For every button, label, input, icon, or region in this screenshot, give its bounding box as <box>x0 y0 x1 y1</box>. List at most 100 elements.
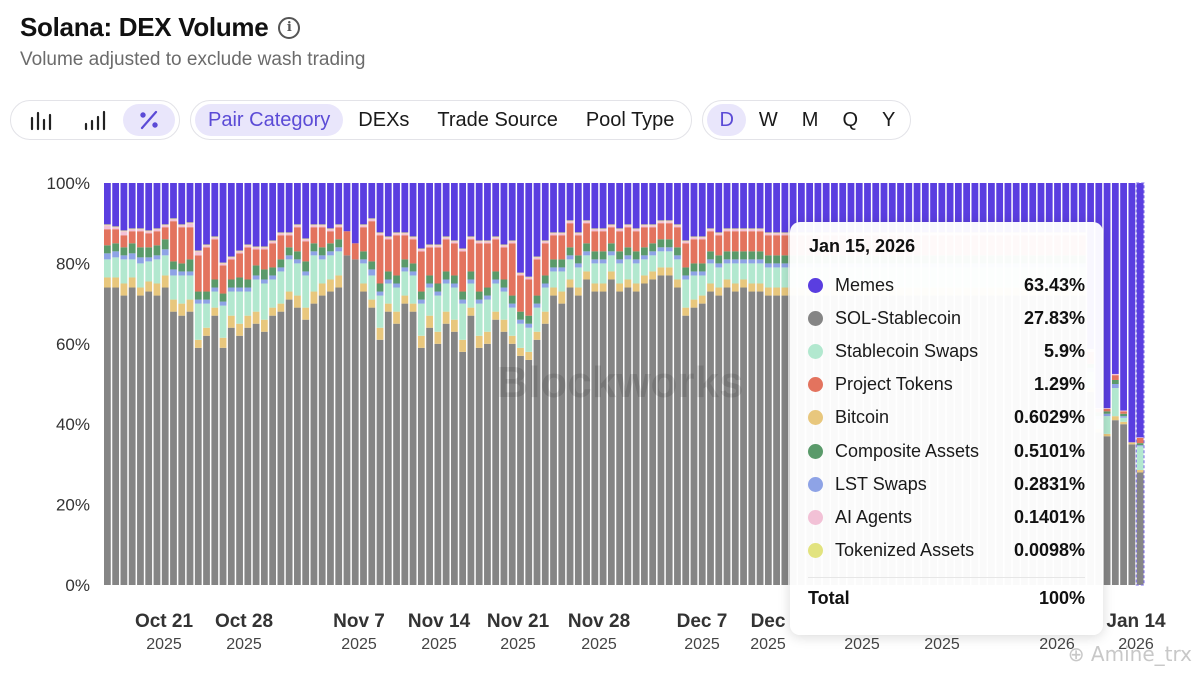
bar-stack[interactable] <box>1103 183 1111 585</box>
bar-stack[interactable] <box>632 183 640 585</box>
bar-stack[interactable] <box>607 183 615 585</box>
tab-pair-category[interactable]: Pair Category <box>195 104 344 136</box>
bar-stack[interactable] <box>244 183 252 585</box>
bar-stack[interactable] <box>574 183 582 585</box>
bar-stack[interactable] <box>137 183 144 585</box>
bar-stack[interactable] <box>740 183 747 585</box>
bar-stack[interactable] <box>260 183 268 585</box>
bar-stack[interactable] <box>203 183 210 585</box>
bar-stack[interactable] <box>252 183 260 585</box>
tab-pool-type[interactable]: Pool Type <box>585 108 675 131</box>
info-icon[interactable]: i <box>278 16 301 39</box>
bar-stack[interactable] <box>269 183 277 585</box>
bar-stack[interactable] <box>343 183 351 586</box>
bar-stack[interactable] <box>227 183 235 585</box>
bar-stack[interactable] <box>715 183 723 585</box>
bar-stack[interactable] <box>459 183 467 585</box>
bar-stack[interactable] <box>327 183 334 585</box>
bar-stack[interactable] <box>723 183 731 585</box>
bar-stack[interactable] <box>533 183 541 585</box>
bar-stack[interactable] <box>641 183 648 585</box>
bar-stack[interactable] <box>665 183 673 585</box>
bar-stack[interactable] <box>1136 183 1144 585</box>
bar-stack[interactable] <box>773 183 780 585</box>
bar-stack[interactable] <box>467 183 475 585</box>
bar-stack[interactable] <box>360 183 367 585</box>
bar-stack[interactable] <box>128 183 136 585</box>
bar-stack[interactable] <box>318 183 326 585</box>
bar-stack[interactable] <box>219 183 227 585</box>
bar-stack[interactable] <box>508 183 516 585</box>
bar-stack[interactable] <box>442 183 450 585</box>
bar-stack[interactable] <box>517 183 524 585</box>
bar-stack[interactable] <box>426 183 433 585</box>
bar-stack[interactable] <box>583 183 590 585</box>
bar-stack[interactable] <box>236 183 243 585</box>
bar-stack[interactable] <box>451 183 458 585</box>
stacked-bar-button[interactable] <box>69 104 121 136</box>
interval-q[interactable]: Q <box>842 108 859 131</box>
bar-stack[interactable] <box>475 183 483 585</box>
bar-stack[interactable] <box>541 183 549 585</box>
bar-stack[interactable] <box>393 183 400 585</box>
bar-stack[interactable] <box>401 183 409 585</box>
bar-stack[interactable] <box>104 183 111 585</box>
bar-stack[interactable] <box>186 183 194 585</box>
interval-w[interactable]: W <box>758 108 778 131</box>
bar-stack[interactable] <box>500 183 508 585</box>
percent-chart-button[interactable] <box>123 104 175 136</box>
interval-d[interactable]: D <box>707 104 746 136</box>
bar-stack[interactable] <box>384 183 392 585</box>
bar-stack[interactable] <box>145 183 153 585</box>
bar-stack[interactable] <box>731 183 739 585</box>
bar-stack[interactable] <box>492 183 500 585</box>
bar-stack[interactable] <box>368 183 376 585</box>
bar-stack[interactable] <box>1111 183 1119 585</box>
bar-stack[interactable] <box>624 183 632 585</box>
bar-stack[interactable] <box>599 183 607 585</box>
interval-m[interactable]: M <box>801 108 819 131</box>
bar-stack[interactable] <box>649 183 657 585</box>
interval-y[interactable]: Y <box>882 108 896 131</box>
bar-stack[interactable] <box>682 183 690 585</box>
bar-stack[interactable] <box>764 183 772 585</box>
bar-stack[interactable] <box>550 183 557 585</box>
bar-chart-button[interactable] <box>15 104 67 136</box>
bar-stack[interactable] <box>310 183 318 585</box>
bar-stack[interactable] <box>525 183 533 585</box>
bar-stack[interactable] <box>674 183 681 585</box>
bar-stack[interactable] <box>194 183 202 585</box>
bar-stack[interactable] <box>756 183 764 585</box>
bar-stack[interactable] <box>153 183 161 585</box>
bar-stack[interactable] <box>376 183 384 585</box>
bar-stack[interactable] <box>302 183 310 585</box>
bar-stack[interactable] <box>294 183 301 585</box>
bar-stack[interactable] <box>1128 183 1136 585</box>
bar-stack[interactable] <box>211 183 219 585</box>
bar-stack[interactable] <box>112 183 120 585</box>
bar-stack[interactable] <box>178 183 186 585</box>
bar-stack[interactable] <box>285 183 293 585</box>
bar-stack[interactable] <box>417 183 425 585</box>
bar-stack[interactable] <box>707 183 714 585</box>
bar-stack[interactable] <box>657 183 665 585</box>
bar-stack[interactable] <box>698 183 706 585</box>
bar-stack[interactable] <box>558 183 566 585</box>
tab-trade-source[interactable]: Trade Source <box>437 108 558 131</box>
bar-stack[interactable] <box>566 183 574 585</box>
bar-stack[interactable] <box>170 183 177 585</box>
bar-stack[interactable] <box>409 183 417 585</box>
bar-stack[interactable] <box>616 183 624 585</box>
bar-stack[interactable] <box>690 183 698 585</box>
bar-stack[interactable] <box>351 183 359 585</box>
bar-stack[interactable] <box>161 183 169 585</box>
bar-stack[interactable] <box>748 183 756 585</box>
bar-stack[interactable] <box>434 183 442 585</box>
bar-stack[interactable] <box>335 183 343 585</box>
bar-stack[interactable] <box>120 183 128 585</box>
bar-stack[interactable] <box>484 183 491 585</box>
tab-dexs[interactable]: DEXs <box>358 108 410 131</box>
bar-stack[interactable] <box>591 183 599 585</box>
bar-stack[interactable] <box>277 183 285 585</box>
bar-stack[interactable] <box>1120 183 1127 585</box>
